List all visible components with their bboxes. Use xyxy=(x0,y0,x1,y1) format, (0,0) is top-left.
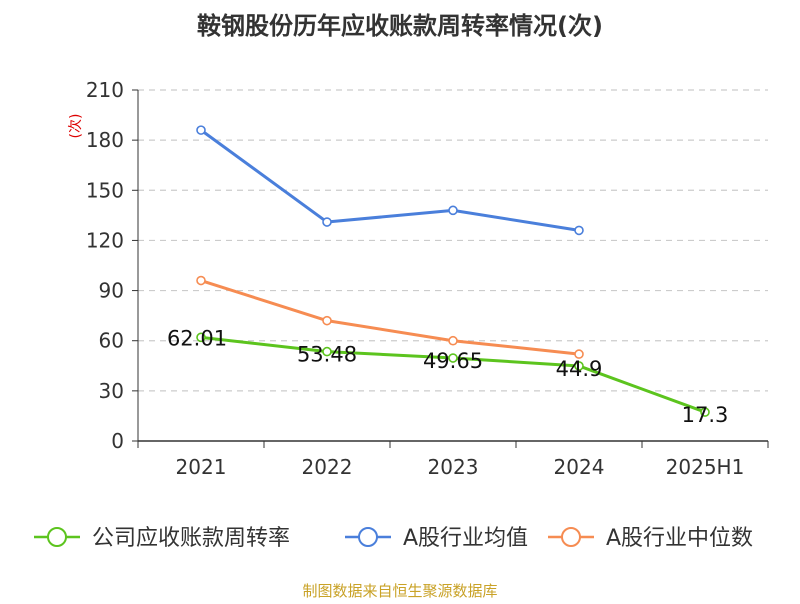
data-point[interactable] xyxy=(322,217,332,227)
data-point[interactable] xyxy=(196,275,206,286)
x-tick-label: 2023 xyxy=(428,455,479,479)
source-note: 制图数据来自恒生聚源数据库 xyxy=(302,582,497,600)
y-tick-label: 90 xyxy=(99,279,124,303)
data-label: 62.01 xyxy=(167,326,227,350)
legend[interactable]: 公司应收账款周转率 A股行业均值 A股行业中位数 xyxy=(34,526,753,551)
data-label: 44.9 xyxy=(556,357,603,381)
data-labels: 62.01 53.48 49.65 44.9 17.3 xyxy=(167,326,728,427)
y-tick-label: 0 xyxy=(111,429,124,453)
y-axis-label: (次) xyxy=(68,114,84,139)
x-tick-label: 2025H1 xyxy=(666,455,745,479)
y-tick-label: 120 xyxy=(86,228,124,252)
data-point[interactable] xyxy=(448,205,458,216)
data-point[interactable] xyxy=(196,332,206,343)
y-tick-label: 60 xyxy=(99,329,124,353)
legend-marker-icon xyxy=(358,527,378,547)
data-point[interactable] xyxy=(322,315,332,326)
y-tick-label: 210 xyxy=(86,78,124,102)
legend-marker-icon xyxy=(561,527,581,547)
x-tick-label: 2022 xyxy=(302,455,353,479)
axes: 0 30 60 90 120 150 180 210 2021 2022 2023 2024 2025H… xyxy=(86,78,769,479)
data-point[interactable] xyxy=(196,125,206,135)
data-point[interactable] xyxy=(700,407,710,417)
legend-marker-icon xyxy=(47,527,67,547)
data-point[interactable] xyxy=(448,353,458,363)
grid-lines xyxy=(138,89,768,392)
data-point[interactable] xyxy=(448,335,458,346)
data-point[interactable] xyxy=(322,346,332,357)
legend-item[interactable]: 公司应收账款周转率 xyxy=(34,526,290,551)
legend-label: 公司应收账款周转率 xyxy=(92,526,290,551)
legend-label: A股行业中位数 xyxy=(606,526,753,551)
legend-item[interactable]: A股行业中位数 xyxy=(548,526,753,551)
data-label: 53.48 xyxy=(297,343,357,367)
x-tick-label: 2024 xyxy=(554,455,605,479)
data-point[interactable] xyxy=(574,225,584,236)
y-tick-label: 180 xyxy=(86,128,124,152)
series-lines xyxy=(196,125,710,417)
series-line xyxy=(200,128,580,232)
legend-item[interactable]: A股行业均值 xyxy=(345,526,528,551)
series-line xyxy=(200,279,580,356)
data-label: 17.3 xyxy=(682,403,729,427)
data-point[interactable] xyxy=(574,361,584,371)
data-label: 49.65 xyxy=(423,349,483,373)
chart-title: 鞍钢股份历年应收账款周转率情况(次) xyxy=(197,12,603,40)
legend-label: A股行业均值 xyxy=(403,526,528,551)
x-tick-label: 2021 xyxy=(176,455,227,479)
y-tick-label: 30 xyxy=(99,379,124,403)
data-point[interactable] xyxy=(574,349,584,359)
y-tick-label: 150 xyxy=(86,178,124,202)
